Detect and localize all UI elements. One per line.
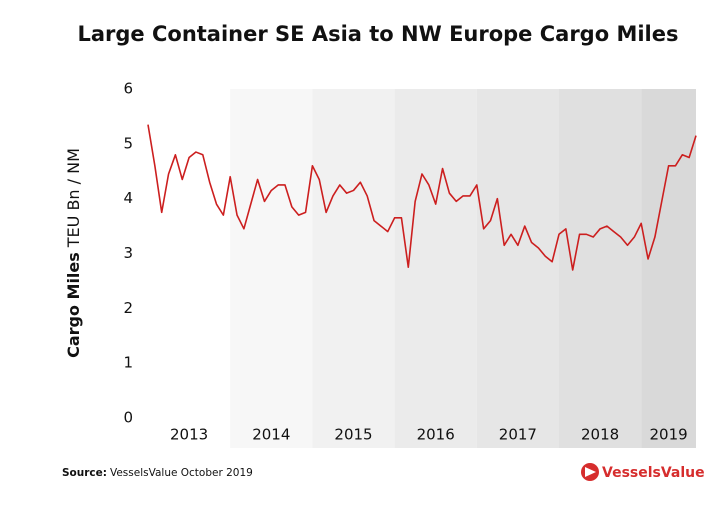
y-tick-label: 6 [123, 80, 133, 98]
x-tick-label: 2018 [581, 426, 619, 444]
year-band [641, 89, 696, 448]
year-bands [148, 89, 696, 448]
x-tick-label: 2014 [252, 426, 290, 444]
year-band [230, 89, 313, 448]
chart-title: Large Container SE Asia to NW Europe Car… [77, 22, 678, 46]
y-tick-label: 1 [123, 354, 133, 372]
data-line [147, 124, 697, 271]
y-tick-label: 4 [123, 189, 133, 207]
y-tick-label: 5 [123, 134, 133, 152]
y-tick-label: 3 [123, 244, 133, 262]
year-band [312, 89, 395, 448]
y-tick-label: 2 [123, 299, 133, 317]
x-tick-label: 2019 [650, 426, 688, 444]
y-label: TEU Bn / NM [64, 148, 83, 248]
x-tick-label: 2013 [170, 426, 208, 444]
logo-arrow [585, 467, 596, 477]
y-label-bold: Cargo Miles [64, 252, 83, 358]
logo-text: VesselsValue [602, 465, 705, 481]
year-band [394, 89, 477, 448]
logo: VesselsValue [581, 463, 705, 481]
source: Source: VesselsValue October 2019 [62, 467, 253, 479]
x-tick-label: 2016 [417, 426, 455, 444]
year-band [148, 89, 231, 448]
year-band [476, 89, 559, 448]
x-tick-label: 2015 [334, 426, 372, 444]
x-tick-label: 2017 [499, 426, 537, 444]
source-label: Source: [62, 467, 107, 479]
source-text: VesselsValue October 2019 [110, 467, 253, 479]
year-band [559, 89, 642, 448]
y-tick-label: 0 [123, 409, 133, 427]
y-axis-label: Cargo Miles TEU Bn / NM [64, 148, 83, 358]
